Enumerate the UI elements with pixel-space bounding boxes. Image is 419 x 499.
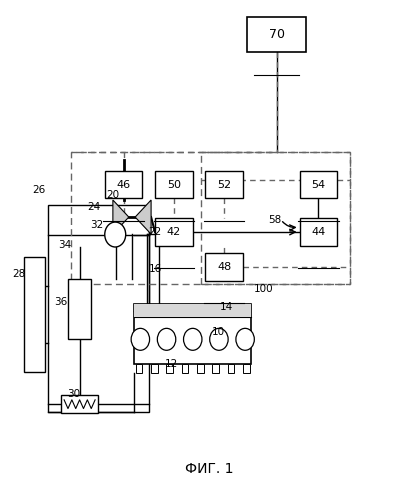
Text: 10: 10 (211, 327, 225, 337)
Bar (197, 364, 204, 373)
Bar (155, 218, 193, 246)
Text: 50: 50 (167, 180, 181, 190)
Text: 70: 70 (269, 28, 285, 41)
Text: 20: 20 (106, 190, 120, 200)
Text: 22: 22 (148, 227, 162, 237)
Bar (243, 364, 250, 373)
Text: 36: 36 (54, 297, 67, 307)
Circle shape (131, 328, 150, 350)
Text: 46: 46 (116, 180, 131, 190)
Bar (48, 205, 149, 412)
Circle shape (210, 328, 228, 350)
Text: 100: 100 (254, 284, 274, 294)
Polygon shape (135, 200, 151, 234)
Bar (300, 171, 337, 198)
Text: 42: 42 (167, 227, 181, 237)
Text: 58: 58 (268, 215, 281, 225)
Text: 30: 30 (67, 389, 80, 399)
Text: 52: 52 (217, 180, 231, 190)
Bar (134, 304, 251, 364)
Bar (212, 364, 219, 373)
Text: 48: 48 (217, 262, 231, 272)
Text: 44: 44 (311, 227, 326, 237)
Bar (247, 17, 306, 52)
Text: ФИГ. 1: ФИГ. 1 (185, 462, 234, 476)
Bar (228, 364, 234, 373)
Bar (105, 171, 142, 198)
Polygon shape (113, 200, 129, 234)
Bar (205, 253, 243, 280)
Text: 54: 54 (311, 180, 326, 190)
Bar (155, 171, 193, 198)
Bar (71, 152, 350, 284)
Bar (300, 218, 337, 246)
Bar (24, 257, 45, 372)
Text: 26: 26 (32, 185, 45, 195)
Text: 28: 28 (12, 269, 25, 279)
Circle shape (105, 222, 126, 247)
Text: 12: 12 (165, 359, 178, 369)
Text: 32: 32 (90, 220, 103, 230)
Bar (134, 304, 251, 317)
Bar (182, 364, 189, 373)
Bar (151, 364, 158, 373)
Circle shape (236, 328, 254, 350)
Bar (166, 364, 173, 373)
Bar (68, 279, 91, 339)
Text: 24: 24 (88, 202, 101, 212)
Circle shape (158, 328, 176, 350)
Text: 34: 34 (58, 240, 72, 250)
Bar (136, 364, 142, 373)
Text: 14: 14 (220, 302, 233, 312)
Text: 16: 16 (148, 264, 162, 274)
Bar (201, 152, 350, 284)
Bar (61, 395, 98, 413)
Bar (205, 171, 243, 198)
Circle shape (184, 328, 202, 350)
